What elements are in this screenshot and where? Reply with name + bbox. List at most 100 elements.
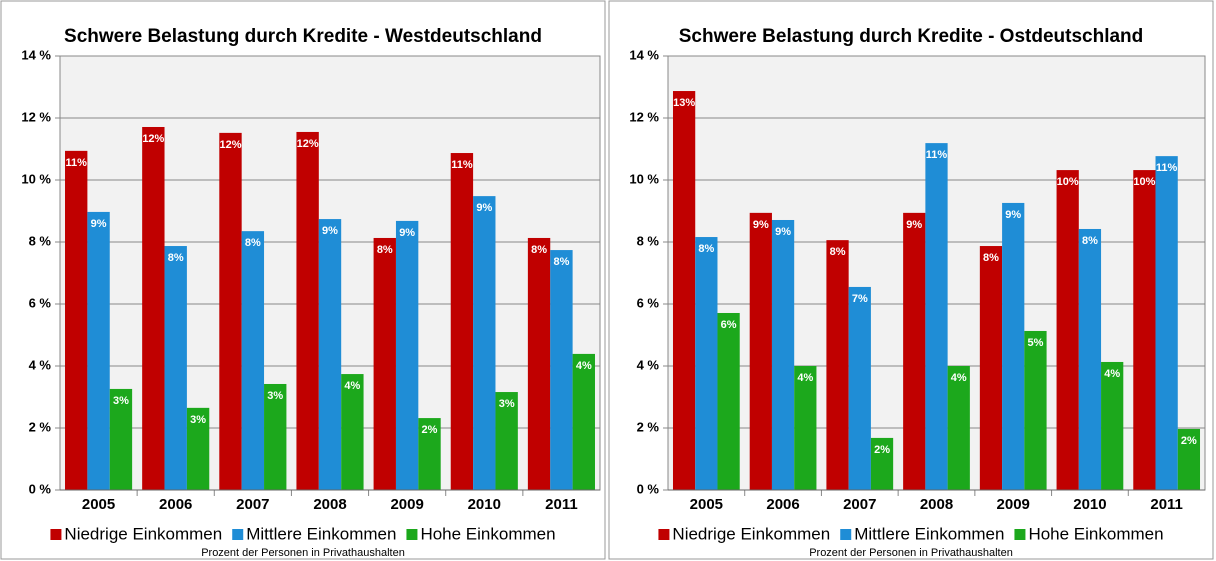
y-tick-label: 0 % [29,481,52,496]
value-label: 11% [926,149,948,161]
bar [109,388,133,490]
value-label: 9% [906,219,922,231]
x-tick-label: 2008 [920,496,953,513]
y-tick-label: 2 % [29,419,52,434]
bar [1002,202,1025,490]
legend-swatch [50,529,62,540]
value-label: 13% [673,97,695,109]
bar [848,286,871,490]
bar [1078,228,1102,491]
value-label: 2% [422,424,438,436]
value-label: 12% [219,139,241,151]
value-label: 8% [983,252,999,264]
bar [1024,330,1047,490]
value-label: 3% [190,414,206,426]
value-label: 8% [1082,235,1098,247]
x-tick-label: 2005 [82,496,115,513]
x-tick-label: 2006 [159,496,192,513]
value-label: 4% [1104,368,1120,380]
y-tick-label: 4 % [637,357,660,372]
bar [1101,361,1124,490]
legend-label: Niedrige Einkommen [672,524,830,543]
x-tick-label: 2010 [1073,496,1106,513]
y-tick-label: 4 % [29,357,52,372]
value-label: 8% [553,256,569,268]
bar [296,131,319,490]
x-tick-label: 2007 [843,496,876,513]
bar [925,143,948,491]
bar [672,91,696,490]
y-tick-label: 14 % [629,47,659,62]
bar [826,240,849,490]
chart-subtitle: Prozent der Personen in Privathaushalten [809,547,1013,559]
bar [749,212,772,491]
value-label: 3% [267,390,283,402]
bar [550,250,573,490]
value-label: 8% [698,243,714,255]
x-tick-label: 2009 [390,496,423,513]
legend-label: Niedrige Einkommen [64,524,222,543]
bar [241,231,265,490]
x-tick-label: 2008 [313,496,346,513]
chart-title: Schwere Belastung durch Kredite - Westde… [64,26,542,47]
bar [1133,170,1156,490]
value-label: 12% [142,133,164,145]
y-tick-label: 6 % [29,295,52,310]
bar [1056,170,1079,490]
bar [527,237,551,490]
value-label: 4% [797,372,813,384]
bar [794,366,817,490]
chart-subtitle: Prozent der Personen in Privathaushalten [201,547,405,559]
value-label: 9% [399,227,415,239]
value-label: 8% [245,237,261,249]
y-tick-label: 10 % [21,171,51,186]
value-label: 8% [531,244,547,256]
x-tick-label: 2006 [766,496,799,513]
x-tick-label: 2011 [1150,496,1183,513]
y-tick-label: 10 % [629,171,659,186]
value-label: 9% [91,218,107,230]
y-tick-label: 12 % [629,109,659,124]
legend-swatch [232,529,244,540]
value-label: 8% [168,252,184,264]
bar [373,237,396,490]
value-label: 2% [874,444,890,456]
bar [1155,156,1178,490]
value-label: 10% [1057,176,1079,188]
legend-label: Hohe Einkommen [1028,524,1163,543]
chart-title: Schwere Belastung durch Kredite - Ostdeu… [679,26,1144,47]
bar [870,437,894,490]
bar [771,219,795,491]
bar [717,312,740,490]
value-label: 3% [499,398,515,410]
bar [903,212,926,491]
x-tick-label: 2011 [545,496,578,513]
value-label: 8% [830,246,846,258]
bar [695,237,718,490]
bar [495,392,518,490]
bar [473,196,496,490]
y-tick-label: 8 % [637,233,660,248]
legend-swatch [658,529,670,540]
value-label: 9% [753,219,769,231]
bar [341,374,364,490]
bar [164,246,187,490]
y-tick-label: 6 % [637,295,660,310]
value-label: 9% [775,226,791,238]
y-tick-label: 12 % [21,109,51,124]
legend-swatch [406,529,418,540]
bar [219,132,242,490]
value-label: 10% [1133,176,1155,188]
y-tick-label: 0 % [637,481,660,496]
bar [186,407,210,490]
value-label: 3% [113,395,129,407]
bar [264,383,287,490]
legend-label: Hohe Einkommen [420,524,555,543]
x-tick-label: 2010 [468,496,501,513]
value-label: 9% [476,202,492,214]
bar [450,153,474,490]
value-label: 11% [65,157,87,169]
y-tick-label: 8 % [29,233,52,248]
value-label: 4% [576,360,592,372]
